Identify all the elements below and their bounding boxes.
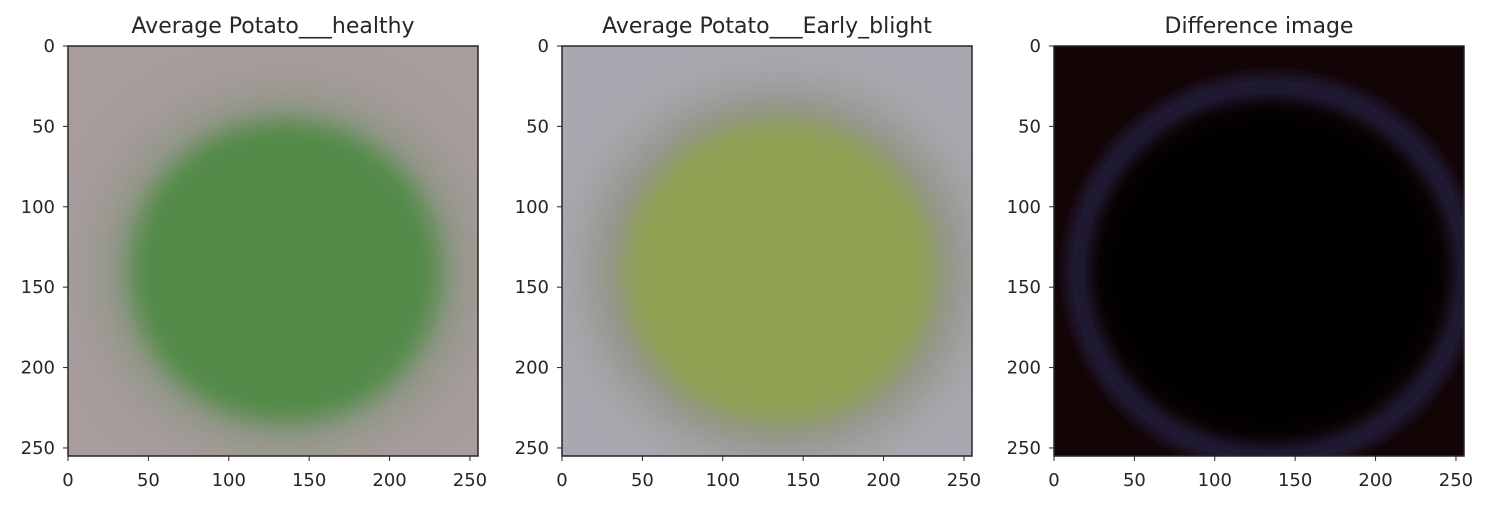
- y-tick-label: 0: [44, 36, 55, 57]
- y-tick-label: 100: [21, 197, 55, 218]
- image-blob: [623, 119, 936, 424]
- x-tick-label: 250: [453, 470, 487, 491]
- y-tick-label: 250: [21, 438, 55, 459]
- y-tick-label: 50: [1018, 116, 1041, 137]
- y-tick-label: 200: [1007, 358, 1041, 379]
- x-tick-label: 250: [1439, 470, 1473, 491]
- y-tick-label: 0: [1030, 36, 1041, 57]
- x-tick-label: 200: [372, 470, 406, 491]
- y-tick-label: 150: [515, 277, 549, 298]
- panel-title: Average Potato___Early_blight: [602, 14, 932, 39]
- y-tick-label: 250: [1007, 438, 1041, 459]
- x-tick-label: 50: [137, 470, 160, 491]
- axes-frame: [1053, 45, 1465, 457]
- image-area: [562, 46, 972, 456]
- image-halo: [1065, 74, 1464, 456]
- y-tick-label: 200: [21, 358, 55, 379]
- image-area: [68, 46, 478, 456]
- x-tick-label: 200: [1358, 470, 1392, 491]
- panel-3: Difference image 0 50 100 150 200 250 0 50 100 150…: [1007, 14, 1473, 491]
- x-tick-label: 150: [292, 470, 326, 491]
- image-area: [1054, 46, 1464, 456]
- x-tick-label: 150: [1278, 470, 1312, 491]
- x-tick-label: 100: [212, 470, 246, 491]
- x-tick-label: 200: [866, 470, 900, 491]
- axes-frame: [67, 45, 479, 457]
- x-tick-label: 250: [947, 470, 981, 491]
- axes-frame: [561, 45, 973, 457]
- image-blob: [129, 119, 442, 424]
- panel-1: Average Potato___healthy 0 50 100 150 200 250 0…: [21, 14, 487, 491]
- panel-title: Difference image: [1165, 14, 1354, 39]
- y-tick-label: 0: [538, 36, 549, 57]
- y-tick-label: 100: [1007, 197, 1041, 218]
- image-blob: [1099, 107, 1444, 436]
- x-tick-label: 50: [631, 470, 654, 491]
- x-tick-label: 0: [556, 470, 567, 491]
- panel-title: Average Potato___healthy: [131, 14, 414, 39]
- y-tick-label: 150: [21, 277, 55, 298]
- x-tick-label: 150: [786, 470, 820, 491]
- x-tick-label: 0: [62, 470, 73, 491]
- y-tick-label: 50: [526, 116, 549, 137]
- x-tick-label: 0: [1048, 470, 1059, 491]
- y-tick-label: 50: [32, 116, 55, 137]
- x-tick-label: 100: [1198, 470, 1232, 491]
- y-tick-label: 150: [1007, 277, 1041, 298]
- y-tick-label: 200: [515, 358, 549, 379]
- y-tick-label: 100: [515, 197, 549, 218]
- x-tick-label: 100: [706, 470, 740, 491]
- x-tick-label: 50: [1123, 470, 1146, 491]
- y-tick-label: 250: [515, 438, 549, 459]
- panel-2: Average Potato___Early_blight 0 50 100 150 20…: [515, 14, 981, 491]
